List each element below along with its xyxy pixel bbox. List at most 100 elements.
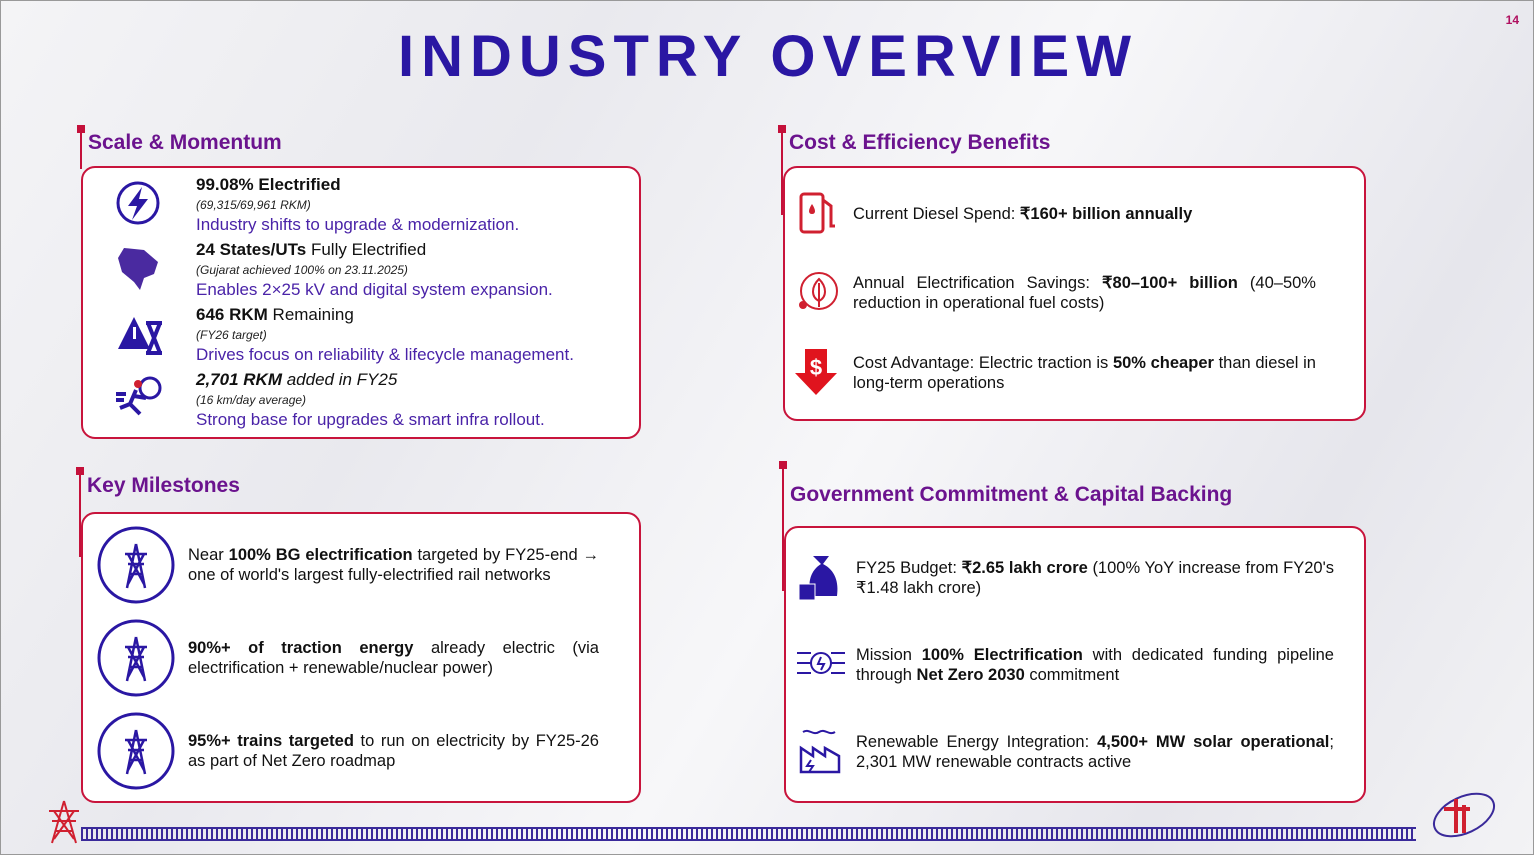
- icon-graphic: [797, 651, 845, 674]
- text-run: to run on electricity by FY25-26 as part…: [188, 731, 599, 770]
- page-number: 14: [1505, 13, 1519, 27]
- item-text: 24 States/UTs Fully Electrified (Gujarat …: [196, 240, 553, 300]
- section-heading: Key Milestones: [87, 474, 240, 497]
- text-run: Renewable Energy Integration:: [856, 732, 1098, 751]
- rail-track: [81, 827, 1416, 841]
- item-detail: Drives focus on reliability & lifecycle …: [196, 345, 574, 365]
- text-run: commitment: [1024, 665, 1120, 684]
- text-run: Current Diesel Spend:: [853, 204, 1020, 223]
- title: INDUSTRY OVERVIEW: [398, 24, 1138, 89]
- icon: [83, 244, 196, 296]
- icon: [83, 309, 196, 361]
- icon-graphic: $: [795, 349, 837, 396]
- text-run: Mission: [856, 645, 922, 664]
- item: FY25 Budget: ₹2.65 lakh crore (100% YoY …: [786, 552, 1334, 604]
- section-box: 99.08% Electrified (69,315/69,961 RKM) Ind…: [81, 166, 641, 439]
- item: $ Cost Advantage: Electric traction is 50…: [785, 347, 1316, 399]
- item: Annual Electrification Savings: ₹80–100+…: [785, 267, 1316, 319]
- text-run: with dedicated funding pipeline through: [856, 645, 1334, 684]
- heading-marker: [77, 125, 85, 169]
- text-run: 24 States/UTs: [196, 239, 307, 259]
- text-run: Cost Advantage: Electric traction is: [853, 354, 1113, 373]
- item-text: Current Diesel Spend: ₹160+ billion annu…: [853, 204, 1192, 224]
- item: Mission 100% Electrification with dedica…: [786, 639, 1334, 691]
- item-headline: 99.08% Electrified: [196, 175, 519, 195]
- section-box: Near 100% BG electrification targeted by…: [81, 512, 641, 803]
- item-headline: 2,701 RKM added in FY25: [196, 370, 545, 390]
- text-run: 90%+ of traction energy: [188, 638, 414, 657]
- icon: [786, 552, 856, 604]
- svg-text:$: $: [810, 355, 822, 380]
- item: 95%+ trains targeted to run on electrici…: [83, 712, 599, 790]
- item: Near 100% BG electrification targeted by…: [83, 526, 599, 604]
- icon: [83, 179, 196, 231]
- section-box: FY25 Budget: ₹2.65 lakh crore (100% YoY …: [784, 526, 1366, 803]
- icon-graphic: [799, 272, 838, 311]
- item-text: Renewable Energy Integration: 4,500+ MW …: [856, 732, 1334, 772]
- text-run: Near: [188, 545, 229, 564]
- item-note: (69,315/69,961 RKM): [196, 197, 311, 212]
- heading-marker: [778, 125, 786, 215]
- item: 24 States/UTs Fully Electrified (Gujarat …: [83, 240, 619, 300]
- section-heading: Scale & Momentum: [88, 131, 282, 154]
- text-run: Fully Electrified: [306, 239, 427, 259]
- icon-graphic: [97, 712, 174, 789]
- text-run: ; 2,301 MW renewable contracts active: [856, 732, 1334, 771]
- icon-graphic: [799, 729, 841, 773]
- icon: [83, 712, 188, 790]
- text-run: 95%+ trains targeted: [188, 731, 354, 750]
- icon: [785, 188, 853, 240]
- text-run: 100% Electrification: [921, 645, 1083, 664]
- icon-graphic: [798, 555, 838, 600]
- item: 90%+ of traction energy already electric…: [83, 619, 599, 697]
- item-note: (16 km/day average): [196, 393, 307, 408]
- icon-graphic: [117, 247, 158, 290]
- text-run: Remaining: [267, 305, 354, 325]
- heading-marker: [779, 461, 787, 591]
- icon-graphic: [97, 619, 174, 696]
- text-run: 50% cheaper: [1112, 354, 1214, 373]
- item: Current Diesel Spend: ₹160+ billion annu…: [785, 188, 1316, 240]
- section-box: Current Diesel Spend: ₹160+ billion annu…: [783, 166, 1366, 421]
- item-text: Cost Advantage: Electric traction is 50%…: [853, 353, 1316, 393]
- icon-graphic: [117, 317, 162, 356]
- section-heading: Government Commitment & Capital Backing: [790, 483, 1233, 506]
- text-run: (40–50% reduction in operational fuel co…: [853, 274, 1316, 313]
- item-headline: 24 States/UTs Fully Electrified: [196, 240, 553, 260]
- item-detail: Enables 2×25 kV and digital system expan…: [196, 279, 553, 299]
- item-text: 95%+ trains targeted to run on electrici…: [188, 731, 599, 771]
- text-run: Net Zero 2030: [916, 665, 1025, 684]
- icon: [786, 726, 856, 778]
- text-run: (100% YoY increase from FY20's ₹1.48 lak…: [856, 558, 1334, 597]
- item-text: 90%+ of traction energy already electric…: [188, 638, 599, 678]
- item-headline: 646 RKM Remaining: [196, 305, 574, 325]
- logo: [1433, 792, 1495, 838]
- item-text: Annual Electrification Savings: ₹80–100+…: [853, 273, 1316, 313]
- icon-graphic: [97, 526, 174, 603]
- item-text: 2,701 RKM added in FY25 (16 km/day averag…: [196, 370, 545, 430]
- icon: $: [785, 347, 853, 399]
- text-run: ₹80–100+ billion: [1102, 274, 1238, 293]
- icon: [786, 639, 856, 691]
- text-run: ₹2.65 lakh crore: [961, 558, 1088, 577]
- item-text: Mission 100% Electrification with dedica…: [856, 645, 1334, 685]
- item-note: (Gujarat achieved 100% on 23.11.2025): [196, 262, 408, 277]
- tower-icon: [49, 800, 79, 844]
- item-text: 99.08% Electrified (69,315/69,961 RKM) Ind…: [196, 175, 519, 235]
- item-text: Near 100% BG electrification targeted by…: [188, 545, 599, 585]
- text-run: ₹160+ billion annually: [1019, 204, 1193, 223]
- item-text: 646 RKM Remaining (FY26 target) Drives foc…: [196, 305, 574, 365]
- item: 646 RKM Remaining (FY26 target) Drives foc…: [83, 305, 619, 365]
- heading-marker: [76, 467, 84, 557]
- text-run: FY25 Budget:: [856, 558, 962, 577]
- icon: [785, 267, 853, 319]
- text-run: 4,500+ MW solar operational: [1097, 732, 1330, 751]
- icon: [83, 374, 196, 426]
- text-run: Annual Electrification Savings:: [853, 274, 1103, 293]
- section-heading: Cost & Efficiency Benefits: [789, 131, 1051, 154]
- text-run: than diesel in long-term operations: [853, 354, 1316, 393]
- icon-graphic: [116, 181, 159, 225]
- item: 99.08% Electrified (69,315/69,961 RKM) Ind…: [83, 175, 619, 235]
- item: Renewable Energy Integration: 4,500+ MW …: [786, 726, 1334, 778]
